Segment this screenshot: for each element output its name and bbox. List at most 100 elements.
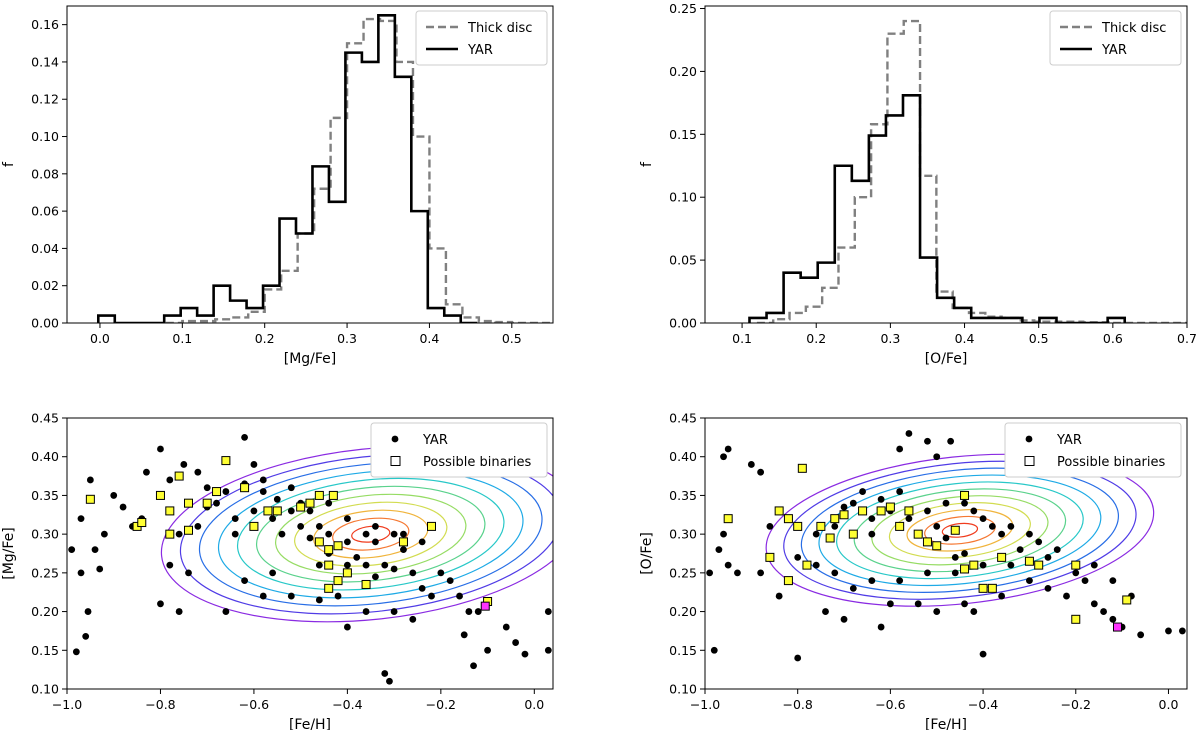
x-tick-label: 0.5 — [502, 331, 522, 346]
yar-point — [269, 515, 277, 523]
x-tick-label: 0.4 — [419, 331, 439, 346]
y-tick-label: 0.30 — [669, 527, 697, 542]
yar-point — [194, 523, 202, 530]
yar-point — [1165, 627, 1172, 635]
yar-point — [961, 550, 968, 557]
yar-point — [110, 492, 118, 499]
density-contour — [160, 445, 553, 623]
yar-point — [794, 553, 802, 561]
yar-point — [157, 445, 164, 453]
yar-point — [343, 515, 351, 523]
yar-point — [757, 569, 765, 577]
yar-point — [372, 573, 379, 581]
yar-point — [720, 453, 727, 461]
plot-area — [706, 430, 1186, 662]
density-contour — [255, 485, 486, 583]
yar-point — [886, 600, 894, 608]
density-contour — [818, 474, 1102, 587]
highlighted-binary-point — [1112, 622, 1122, 632]
yar-point — [390, 530, 398, 538]
yar-point — [484, 646, 491, 654]
y-tick-label: 0.08 — [31, 166, 59, 181]
binary-point — [885, 502, 895, 512]
yar-point — [1072, 569, 1080, 577]
axes-frame — [704, 5, 1188, 324]
y-axis-label: [Mg/Fe] — [1, 527, 17, 580]
yar-point — [868, 530, 876, 538]
binary-point — [212, 487, 222, 497]
highlighted-binary-point — [480, 601, 490, 611]
yar-point — [942, 499, 950, 507]
binary-point — [324, 545, 334, 555]
binary-point — [1024, 556, 1034, 566]
y-tick-label: 0.25 — [669, 565, 697, 580]
yar-point — [231, 515, 239, 523]
binary-point — [202, 498, 212, 508]
yar-point — [724, 561, 732, 569]
yar-point — [775, 592, 783, 600]
yar-point — [831, 569, 839, 577]
plot-area — [68, 433, 553, 685]
legend-entry-label: Possible binaries — [423, 455, 532, 470]
yar-point — [470, 662, 477, 670]
yar-point — [390, 565, 398, 573]
yar-point — [715, 546, 723, 554]
density-contour — [198, 461, 543, 607]
yar-point — [372, 523, 379, 530]
yar-point — [287, 484, 295, 492]
yar-point — [905, 515, 913, 523]
yar-point — [1026, 530, 1033, 538]
yar-point — [924, 507, 931, 515]
binary-point — [830, 514, 840, 524]
yar-point — [82, 632, 90, 640]
yar-point — [259, 476, 267, 484]
binary-point — [723, 514, 733, 524]
binary-point — [221, 456, 231, 466]
yar-point — [868, 515, 876, 523]
x-tick-label: 0.1 — [172, 331, 192, 346]
series-thick-disc-step — [756, 19, 1187, 323]
ofe_scatter-panel: −1.0 −0.8 −0.6 −0.4 −0.2 0.0 0.10 0.15 0.20 0.25 0… — [639, 411, 1188, 730]
y-axis-label: f — [1, 161, 17, 167]
yar-point — [278, 530, 286, 538]
binary-point — [950, 525, 960, 535]
yar-point — [428, 592, 435, 600]
yar-point — [203, 484, 211, 492]
legend: Thick disc YAR — [415, 10, 548, 66]
yar-point — [1044, 584, 1052, 592]
legend-entry-label: Possible binaries — [1057, 455, 1166, 470]
x-tick-label: −0.6 — [875, 697, 905, 712]
x-tick-label: 0.2 — [255, 331, 275, 346]
yar-point — [343, 538, 351, 546]
legend: Thick disc YAR — [1049, 10, 1182, 66]
yar-point — [287, 507, 295, 515]
yar-point — [325, 499, 333, 507]
legend-entry-label: Thick disc — [1101, 21, 1166, 36]
yar-point — [933, 523, 941, 530]
binary-point — [997, 552, 1007, 562]
yar-point — [474, 608, 482, 615]
yar-point — [766, 523, 774, 530]
yar-point — [68, 546, 76, 554]
binary-point — [876, 506, 886, 516]
density-contour — [332, 517, 410, 551]
y-tick-label: 0.02 — [31, 278, 59, 293]
yar-point — [724, 445, 732, 453]
yar-point — [905, 430, 913, 437]
yar-point — [1035, 538, 1043, 546]
yar-point — [794, 654, 802, 662]
x-axis-label: [O/Fe] — [925, 351, 968, 367]
binary-point — [174, 471, 184, 481]
yar-point — [877, 623, 885, 631]
binary-point — [184, 525, 193, 535]
binary-point — [184, 498, 193, 508]
yar-point — [325, 530, 333, 538]
yar-point — [1007, 561, 1015, 569]
yar-point — [1109, 577, 1117, 584]
density-contour — [236, 477, 505, 591]
yar-point — [1081, 577, 1089, 584]
binary-point — [249, 521, 259, 531]
binary-point — [314, 537, 324, 547]
x-tick-label: 0.6 — [1103, 331, 1123, 346]
mgfe_scatter-panel: −1.0 −0.8 −0.6 −0.4 −0.2 0.0 0.10 0.15 0.20 0.25 0… — [1, 411, 554, 730]
